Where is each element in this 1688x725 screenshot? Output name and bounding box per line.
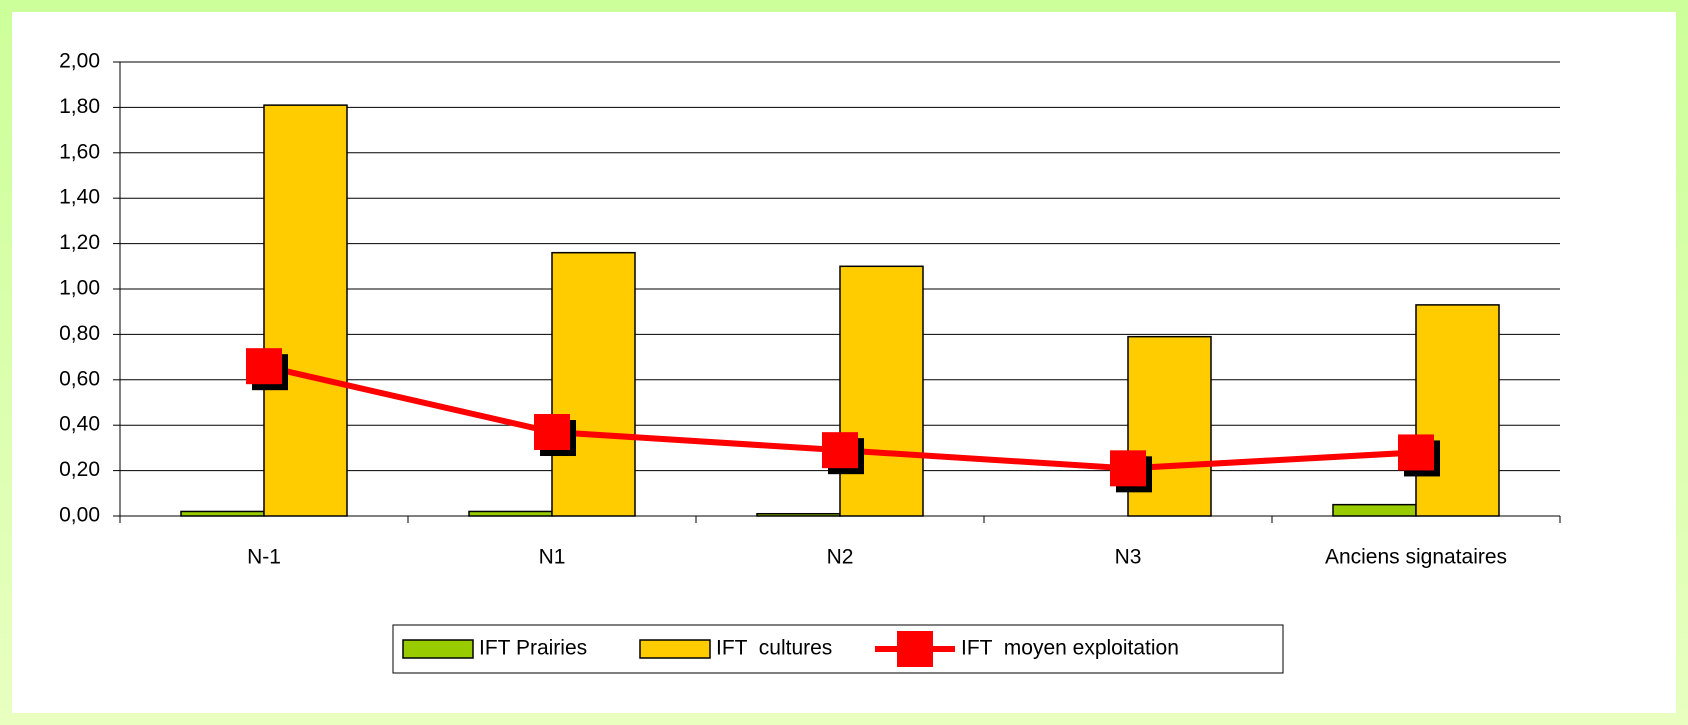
legend-box (392, 624, 1284, 674)
y-tick-label: 1,60 (59, 140, 100, 163)
y-tick-label: 1,00 (59, 277, 100, 300)
x-tick-label: N3 (1115, 546, 1142, 569)
bar (756, 512, 841, 517)
y-tick-label: 1,20 (59, 231, 100, 254)
y-tick-label: 0,00 (59, 504, 100, 527)
bar (180, 510, 265, 517)
y-tick-label: 0,40 (59, 413, 100, 436)
marker (1398, 434, 1434, 471)
x-tick-label: Anciens signataires (1325, 546, 1507, 569)
legend-label: IFT Prairies (479, 637, 587, 660)
y-tick-label: 1,40 (59, 186, 100, 209)
marker (1110, 450, 1146, 487)
y-tick-label: 0,20 (59, 458, 100, 481)
plot: 0,00 0,20 0,40 0,60 0,80 1,00 1,20 1,40 1,60 1,80… (59, 50, 1561, 674)
bar (1415, 304, 1500, 517)
marker (534, 414, 570, 451)
bar (263, 104, 348, 517)
bar (1332, 503, 1417, 517)
x-tick-label: N1 (539, 546, 566, 569)
bar (839, 265, 924, 517)
legend-label: IFT cultures (716, 637, 832, 660)
legend-swatch (402, 639, 474, 659)
x-tick-label: N-1 (247, 546, 281, 569)
y-tick-label: 1,80 (59, 95, 100, 118)
y-tick-label: 2,00 (59, 50, 100, 73)
bar (468, 510, 553, 517)
legend-marker (897, 631, 933, 667)
marker (246, 348, 282, 385)
legend-label: IFT moyen exploitation (961, 637, 1179, 660)
legend: IFT Prairies IFT cultures IFT moyen exploi… (392, 624, 1284, 674)
marker (822, 432, 858, 469)
y-tick-label: 0,80 (59, 322, 100, 345)
x-tick-label: N2 (827, 546, 854, 569)
bar (551, 251, 636, 517)
y-tick-label: 0,60 (59, 367, 100, 390)
legend-swatch (639, 639, 711, 659)
